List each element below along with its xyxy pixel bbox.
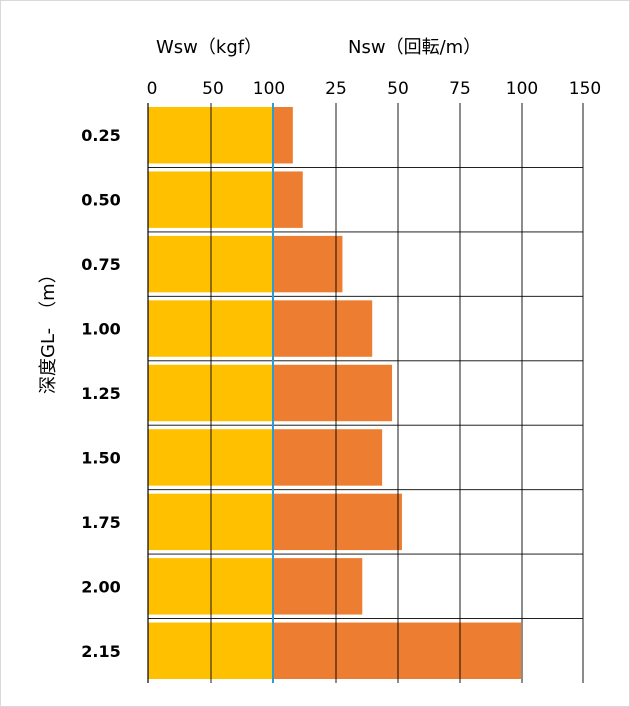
top-tick-label: 25 (325, 79, 347, 99)
depth-label: 0.75 (81, 255, 120, 274)
wsw-bar (148, 622, 273, 679)
depth-label: 1.00 (81, 320, 120, 339)
top-tick-label: 50 (202, 79, 224, 99)
nsw-axis-title: Nsw（回転/m） (348, 37, 481, 58)
wsw-bar (148, 493, 273, 551)
depth-label: 1.75 (81, 513, 120, 532)
depth-label: 1.25 (81, 384, 120, 403)
wsw-bar (148, 171, 273, 228)
depth-label: 0.25 (81, 126, 120, 145)
nsw-bar (273, 429, 383, 486)
depth-label: 0.50 (81, 191, 120, 210)
wsw-axis-title: Wsw（kgf） (156, 37, 262, 58)
wsw-bar (148, 107, 273, 164)
top-tick-label: 0 (147, 79, 158, 99)
top-tick-label: 100 (506, 79, 538, 99)
wsw-bar (148, 300, 273, 357)
bars-layer (148, 107, 521, 679)
nsw-bar (273, 300, 373, 357)
depth-label: 2.00 (81, 577, 120, 596)
wsw-bar (148, 429, 273, 486)
top-tick-label: 150 (569, 79, 601, 99)
depth-label: 1.50 (81, 448, 120, 467)
nsw-bar (273, 171, 303, 228)
nsw-bar (273, 107, 293, 164)
category-labels: 0.25 0.50 0.75 1.00 1.25 1.50 1.75 2.00 2.15 (81, 126, 120, 661)
wsw-bar (148, 235, 273, 293)
wsw-bar (148, 364, 273, 422)
depth-label: 2.15 (81, 642, 120, 661)
wsw-bar (148, 558, 273, 615)
nsw-bar (273, 558, 363, 615)
y-axis-title: 深度GL- （m） (38, 265, 59, 394)
top-tick-labels: 0 50 100 25 50 75 100 150 (147, 79, 602, 99)
top-tick-label: 100 (253, 79, 285, 99)
grid-layer (147, 103, 584, 683)
top-tick-label: 75 (449, 79, 471, 99)
nsw-bar (273, 235, 343, 293)
nsw-bar (273, 364, 393, 422)
top-tick-label: 50 (387, 79, 409, 99)
nsw-bar (273, 622, 521, 679)
nsw-bar (273, 493, 402, 551)
